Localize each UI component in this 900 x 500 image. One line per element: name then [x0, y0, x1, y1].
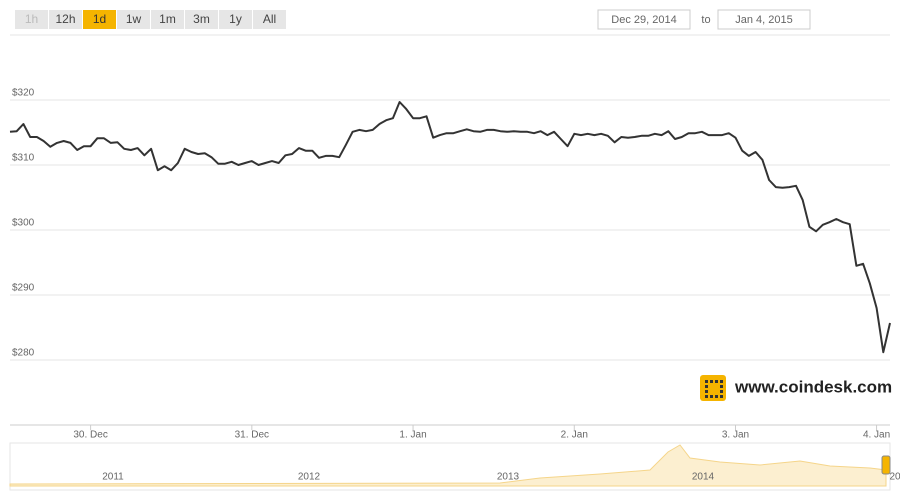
range-button-label: 1d: [93, 12, 106, 26]
range-button[interactable]: [49, 10, 82, 29]
date-from: Dec 29, 2014: [611, 14, 676, 26]
range-button-label: 3m: [193, 12, 210, 26]
navigator-label: 2012: [298, 472, 321, 483]
date-to: Jan 4, 2015: [735, 14, 793, 26]
navigator-label: 2013: [497, 472, 520, 483]
range-button[interactable]: [219, 10, 252, 29]
range-button[interactable]: [117, 10, 150, 29]
x-tick-label: 1. Jan: [399, 430, 426, 441]
range-button[interactable]: [253, 10, 286, 29]
navigator-labels: 2011 2012 2013 2014 20: [102, 472, 900, 483]
range-button-label: 1m: [159, 12, 176, 26]
range-selector: 1h 12h 1d 1w 1m 3m 1y All: [15, 10, 286, 29]
brand-logo: [700, 375, 726, 401]
date-to-word: to: [701, 14, 710, 26]
range-button-label: All: [263, 12, 276, 26]
x-tick-label: 4. Jan: [863, 430, 890, 441]
range-button: [15, 10, 48, 29]
range-button-label: 1w: [126, 12, 142, 26]
y-tick-label: $300: [12, 218, 35, 229]
brand-text: www.coindesk.com: [734, 377, 892, 396]
navigator-label: 2014: [692, 472, 715, 483]
x-tick-label: 3. Jan: [722, 430, 749, 441]
navigator-label: 20: [889, 472, 900, 483]
navigator: [9, 442, 891, 491]
y-tick-label: $280: [12, 348, 35, 359]
range-button-label: 1y: [229, 12, 242, 26]
date-from-input[interactable]: [597, 9, 691, 30]
range-button[interactable]: [151, 10, 184, 29]
navigator-label: 2011: [102, 472, 124, 483]
date-to-input[interactable]: [717, 9, 811, 30]
range-button[interactable]: [185, 10, 218, 29]
range-button-label: 1h: [25, 12, 38, 26]
navigator-handle[interactable]: [881, 455, 891, 475]
price-line: [9, 101, 891, 354]
y-tick-label: $290: [12, 283, 35, 294]
x-tick-label: 2. Jan: [561, 430, 588, 441]
range-button-label: 12h: [55, 12, 75, 26]
y-tick-label: $320: [12, 88, 35, 99]
y-tick-label: $310: [12, 153, 35, 164]
x-tick-label: 30. Dec: [73, 430, 107, 441]
range-button[interactable]: [83, 10, 116, 29]
x-tick-label: 31. Dec: [235, 430, 269, 441]
